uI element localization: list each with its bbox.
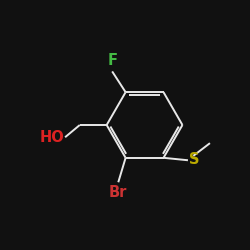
Text: F: F <box>107 54 117 68</box>
Text: Br: Br <box>109 185 128 200</box>
Text: HO: HO <box>39 130 64 145</box>
Text: S: S <box>189 152 200 166</box>
